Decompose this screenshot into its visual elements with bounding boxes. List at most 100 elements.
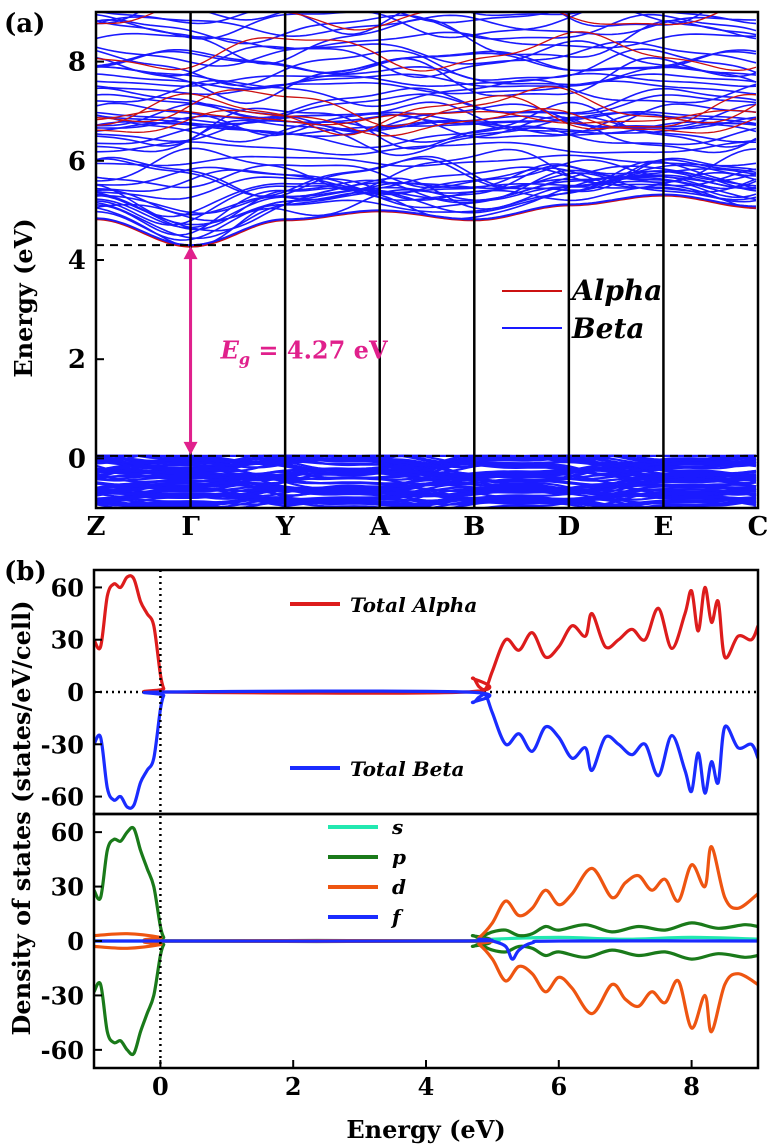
conduction-band-line	[96, 73, 757, 91]
conduction-band-line	[96, 12, 757, 40]
conduction-band-line	[96, 40, 757, 79]
conduction-band-line	[96, 18, 757, 65]
conduction-band-line	[96, 115, 757, 132]
y-tick-label-a: 2	[68, 345, 86, 375]
gap-symbol: E	[220, 336, 240, 365]
conduction-band-line	[96, 80, 757, 96]
conduction-band-line	[96, 165, 757, 231]
conduction-band-line	[96, 157, 757, 197]
conduction-band-line	[96, 141, 757, 156]
valence-band-line	[96, 464, 757, 480]
conduction-band-line	[96, 164, 757, 226]
conduction-band-line	[96, 174, 757, 229]
y-tick-label-a: 6	[68, 147, 86, 177]
gap-value: = 4.27 eV	[250, 336, 388, 365]
band-structure-panel: (a) Eg = 4.27 eV Alpha Beta 0 2 4 6 8 Z Γ Y A B D…	[4, 9, 769, 542]
k-point-label: B	[463, 512, 485, 542]
y-tick-label-b: -30	[41, 981, 84, 1010]
x-tick-label-b: 8	[683, 1072, 700, 1101]
legend-p-label: p	[392, 845, 406, 869]
dos-panel: (b) Total Alpha Total Beta s p d f -60 -3…	[4, 557, 760, 1144]
conduction-band-line	[96, 172, 757, 202]
y-tick-label-b: 0	[67, 927, 84, 956]
y-tick-label-a: 8	[68, 48, 86, 78]
y-tick-label-b: -60	[41, 783, 84, 812]
alpha-band-line	[96, 12, 721, 31]
beta-cbm-band	[96, 193, 757, 247]
band-gap-arrow	[183, 246, 198, 455]
band-gap-label: Eg = 4.27 eV	[220, 336, 388, 369]
y-tick-label-a: 0	[68, 444, 86, 474]
conduction-band-line	[96, 78, 757, 108]
k-point-label: Γ	[181, 512, 200, 542]
legend-total-beta-label: Total Beta	[350, 757, 465, 781]
conduction-band-line	[96, 170, 757, 226]
valence-band-line	[96, 468, 757, 480]
y-axis-b: -60 -30 0 30 60 -60 -30 0 30 60	[41, 573, 102, 1065]
y-tick-label-a: 4	[68, 246, 86, 276]
legend-total-alpha-label: Total Alpha	[350, 593, 477, 617]
dos-curve-f	[94, 937, 758, 961]
k-point-label: C	[748, 512, 769, 542]
alpha-band-line	[96, 93, 757, 136]
dos-curve-total-beta	[94, 689, 758, 810]
x-tick-label-b: 4	[418, 1072, 435, 1101]
gap-arrow-head-top	[183, 246, 198, 260]
valence-band-line	[96, 478, 757, 487]
legend-total: Total Alpha Total Beta	[290, 593, 477, 781]
dos-curve-p	[94, 825, 758, 944]
conduction-band-line	[96, 48, 757, 87]
valence-band-line	[96, 463, 757, 481]
conduction-band-line	[96, 40, 757, 67]
x-tick-label-b: 0	[152, 1072, 169, 1101]
y-tick-label-b: 60	[51, 818, 84, 847]
legend-f-label: f	[390, 905, 404, 929]
conduction-band-line	[96, 176, 757, 240]
legend-alpha-label: Alpha	[569, 274, 662, 307]
y-axis-a: 0 2 4 6 8	[68, 48, 104, 474]
x-tick-label-b: 6	[550, 1072, 567, 1101]
conduction-band-line	[96, 111, 757, 126]
conduction-band-line	[96, 154, 757, 167]
valence-band-line	[96, 497, 757, 508]
panel-b-label: (b)	[4, 557, 47, 587]
legend-a: Alpha Beta	[502, 274, 662, 345]
dos-curve-d-beta-	[94, 938, 758, 1034]
alpha-band-line	[96, 31, 757, 72]
legend-beta-label: Beta	[571, 312, 645, 345]
dos-curve-d	[94, 845, 758, 944]
conduction-band-line	[96, 166, 757, 190]
valence-band-line	[96, 466, 757, 479]
legend-d-label: d	[392, 875, 406, 899]
y-axis-label-b: Density of states (states/eV/cell)	[7, 601, 36, 1036]
k-point-label: Y	[275, 512, 295, 542]
gap-arrow-head-bottom	[183, 441, 198, 455]
valence-band-line	[96, 454, 757, 466]
k-point-label: E	[654, 512, 674, 542]
k-point-label: A	[369, 512, 391, 542]
conduction-band-line	[205, 12, 585, 21]
x-axis-label-b: Energy (eV)	[346, 1115, 505, 1144]
y-tick-label-b: 30	[51, 626, 84, 655]
band-lines	[96, 12, 757, 508]
dos-curve-total-alpha	[94, 574, 758, 695]
conduction-band-line	[96, 56, 757, 105]
gap-subscript: g	[239, 350, 250, 369]
x-axis-b: 0 2 4 6 8	[152, 1060, 700, 1101]
conduction-band-line	[96, 111, 757, 125]
y-tick-label-b: 30	[51, 873, 84, 902]
y-tick-label-b: -60	[41, 1036, 84, 1065]
y-tick-label-b: -30	[41, 730, 84, 759]
k-point-label: D	[558, 512, 581, 542]
y-tick-label-b: 60	[51, 573, 84, 602]
total-dos-curves	[94, 574, 758, 810]
panel-a-label: (a)	[4, 9, 45, 39]
conduction-band-line	[96, 49, 757, 75]
dos-curve-p-beta-	[94, 938, 758, 1057]
alpha-band-line	[96, 109, 757, 126]
conduction-band-line	[96, 115, 757, 157]
k-point-label: Z	[87, 512, 106, 542]
valence-band-line	[96, 489, 757, 498]
